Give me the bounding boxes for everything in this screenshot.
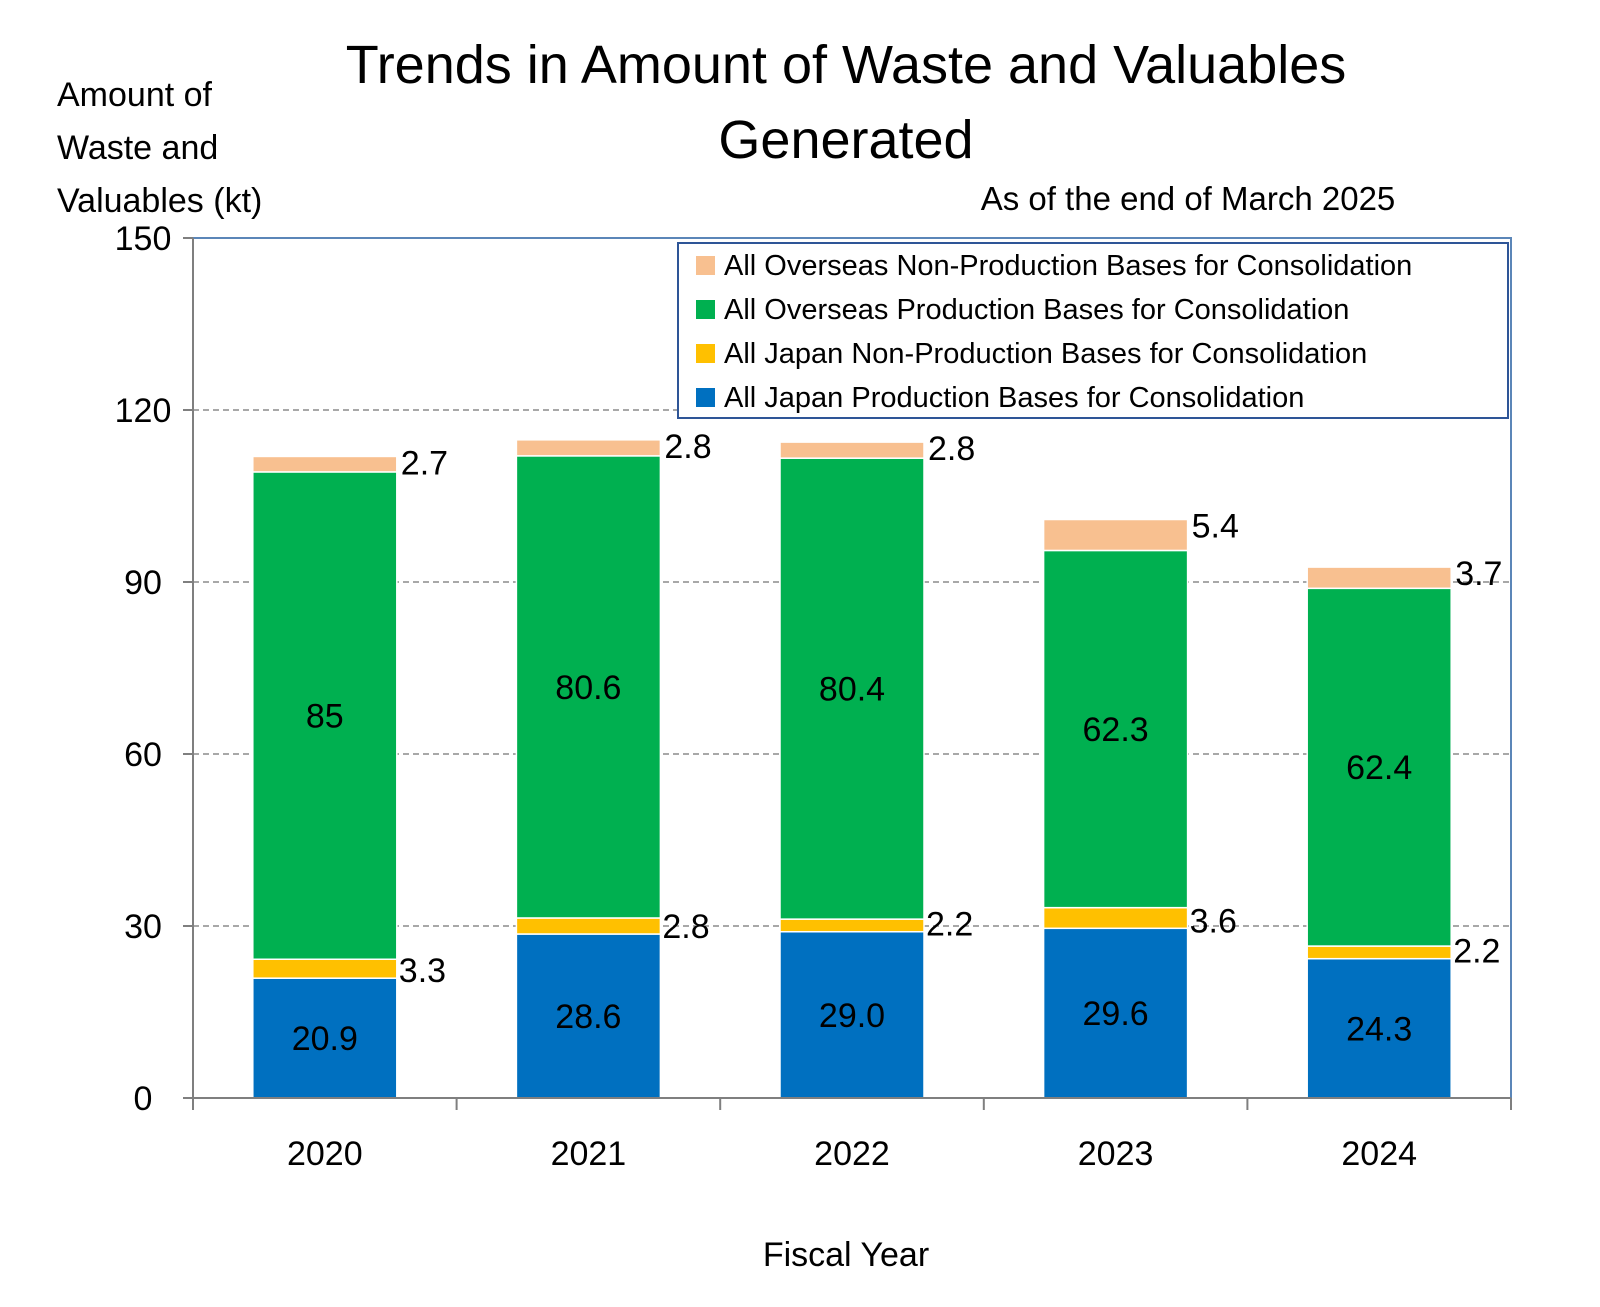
data-label-2020-overseas-non-production: 2.7 [401,444,448,482]
y-tick-label-60: 60 [124,736,162,774]
data-label-2022-japan-non-production: 2.2 [926,906,973,944]
data-label-2020-overseas-production: 85 [306,698,344,736]
legend-swatch-overseas-production [696,300,715,319]
bar-2022-overseas-production [779,457,925,920]
data-label-2024-overseas-production: 62.4 [1346,749,1412,787]
legend-swatch-overseas-non-production [696,256,715,275]
bar-2023-japan-production [1042,927,1189,1099]
data-label-2023-overseas-production: 62.3 [1083,711,1149,749]
chart-title-line-2: Generated [718,110,973,170]
data-label-2024-overseas-non-production: 3.7 [1455,555,1502,593]
data-label-2021-japan-non-production: 2.8 [662,908,709,946]
bar-2024-overseas-production [1306,587,1452,947]
data-label-2020-japan-non-production: 3.3 [399,952,446,990]
bar-2023-japan-non-production [1042,906,1189,930]
axes: 0 30 60 90 120 150 2020 2021 2022 2023 2024 [115,220,1512,1173]
y-axis-label-line-1: Amount of [57,76,213,114]
bar-2023-overseas-non-production [1042,518,1189,552]
data-label-2023-japan-production: 29.6 [1083,995,1149,1033]
chart-title-line-1: Trends in Amount of Waste and Valuables [346,35,1347,95]
data-label-2023-japan-non-production: 3.6 [1190,902,1237,940]
x-tick-label-2021: 2021 [551,1135,627,1173]
data-labels: 20.9 3.3 85 2.7 28.6 2.8 80.6 2.8 29.0 2.2 80.4 2.8… [292,428,1503,1058]
bar-2022-japan-production [779,930,925,1099]
data-label-2024-japan-non-production: 2.2 [1453,933,1500,971]
legend: All Overseas Non-Production Bases for Co… [677,242,1509,419]
legend-label-overseas-production: All Overseas Production Bases for Consol… [724,294,1349,326]
x-axis-label: Fiscal Year [763,1236,929,1274]
y-tick-label-150: 150 [115,220,172,258]
x-tick-label-2023: 2023 [1078,1135,1154,1173]
data-label-2021-japan-production: 28.6 [555,998,621,1036]
bar-2020-overseas-non-production [252,455,398,473]
bar-2021-japan-production [515,933,662,1099]
data-label-2020-japan-production: 20.9 [292,1020,358,1058]
y-tick-label-0: 0 [134,1080,153,1118]
data-label-2021-overseas-production: 80.6 [555,669,621,707]
y-axis-label-line-3: Valuables (kt) [57,182,262,220]
y-tick-label-90: 90 [124,564,162,602]
bars [252,439,1452,1099]
data-label-2024-japan-production: 24.3 [1346,1010,1412,1048]
x-tick-label-2022: 2022 [814,1135,890,1173]
chart-subtitle: As of the end of March 2025 [981,180,1396,217]
y-tick-label-30: 30 [124,908,162,946]
data-label-2021-overseas-non-production: 2.8 [664,428,711,466]
bar-2021-overseas-production [515,455,662,919]
bar-2024-japan-non-production [1306,945,1452,960]
legend-label-japan-production: All Japan Production Bases for Consolida… [724,382,1304,414]
x-tick-label-2024: 2024 [1341,1135,1417,1173]
legend-swatch-japan-production [696,388,715,407]
data-label-2022-overseas-production: 80.4 [819,671,885,709]
bar-2021-overseas-non-production [515,439,662,457]
legend-swatch-japan-non-production [696,344,715,363]
bar-2024-overseas-non-production [1306,566,1452,590]
bar-2021-japan-non-production [515,917,662,935]
legend-label-overseas-non-production: All Overseas Non-Production Bases for Co… [724,250,1412,282]
bar-2022-overseas-non-production [779,441,925,459]
bar-2024-japan-production [1306,957,1452,1099]
x-tick-label-2020: 2020 [287,1135,363,1173]
bar-2023-overseas-production [1042,549,1189,909]
data-label-2022-japan-production: 29.0 [819,997,885,1035]
bar-2022-japan-non-production [779,918,925,933]
bar-2020-japan-non-production [252,958,398,979]
data-label-2023-overseas-non-production: 5.4 [1192,508,1239,546]
legend-box [677,242,1509,419]
y-tick-label-120: 120 [115,392,172,430]
data-label-2022-overseas-non-production: 2.8 [928,430,975,468]
legend-label-japan-non-production: All Japan Non-Production Bases for Conso… [724,338,1367,370]
y-axis-label-line-2: Waste and [57,129,218,167]
